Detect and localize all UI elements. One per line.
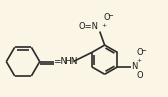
Text: O=N: O=N (79, 22, 99, 31)
Text: +: + (136, 58, 141, 63)
Text: N: N (131, 62, 138, 71)
Text: +: + (101, 23, 107, 28)
Text: −: − (108, 13, 113, 19)
Text: O: O (104, 13, 110, 22)
Text: −: − (140, 48, 146, 54)
Text: O: O (136, 71, 143, 80)
Text: HN: HN (64, 57, 78, 66)
Text: =N: =N (54, 57, 68, 66)
Text: O: O (136, 48, 143, 57)
